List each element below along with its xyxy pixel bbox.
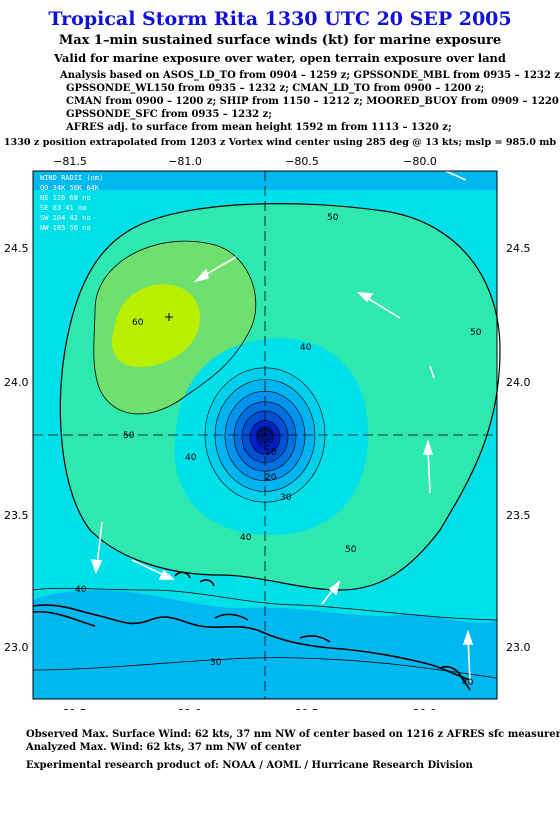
map-subtitle-validity: Valid for marine exposure over water, op… — [54, 51, 506, 65]
legend-row: NW 105 56 no — [40, 224, 91, 232]
wind-arrows — [90, 164, 474, 683]
coastline — [32, 571, 471, 691]
contour-label: 40 — [300, 343, 312, 353]
lat-lon-grid — [33, 171, 497, 699]
contour-label: 10 — [265, 448, 277, 458]
latitude-tick-label: 23.5 — [506, 509, 531, 522]
axis-ticks: −81.5 −81.5 −81.0 −81.0 −80.5 −80.5 −80.0 −80.0… — [4, 155, 531, 710]
credit-line: Experimental research product of: NOAA /… — [26, 760, 473, 771]
analysis-source-line-5: AFRES adj. to surface from mean height 1… — [66, 122, 452, 133]
map-title: Tropical Storm Rita 1330 UTC 20 SEP 2005 — [48, 8, 512, 30]
contour-label: 60 — [132, 318, 144, 328]
wind-contour-field — [33, 171, 497, 699]
longitude-tick-label: −81.5 — [53, 155, 87, 168]
latitude-tick-label: 24.5 — [506, 242, 531, 255]
analysis-source-line-1: Analysis based on ASOS_LD_TO from 0904 –… — [60, 70, 560, 81]
longitude-tick-label: −81.5 — [53, 707, 87, 710]
latitude-tick-label: 24.0 — [506, 376, 531, 389]
contour-label: 50 — [123, 431, 135, 441]
contour-label: 50 — [470, 328, 482, 338]
storm-center-marker — [256, 426, 274, 444]
longitude-tick-label: −81.0 — [168, 155, 202, 168]
latitude-tick-label: 23.0 — [506, 641, 531, 654]
longitude-tick-label: −80.5 — [285, 155, 319, 168]
contour-lines — [32, 203, 501, 679]
map-subtitle: Max 1–min sustained surface winds (kt) f… — [58, 33, 502, 48]
contour-label: 40 — [462, 678, 474, 688]
latitude-tick-label: 24.5 — [4, 242, 29, 255]
latitude-tick-label: 23.5 — [4, 509, 29, 522]
latitude-tick-label: 24.0 — [4, 376, 29, 389]
legend-header: QD 34K 50K 64K — [40, 184, 100, 192]
analysis-source-line-4: GPSSONDE_SFC from 0935 – 1232 z; — [66, 109, 272, 120]
legend-row: NE 126 68 no — [40, 194, 91, 202]
legend-title: WIND RADII (nm) — [40, 174, 103, 182]
analyzed-max-wind: Analyzed Max. Wind: 62 kts, 37 nm NW of … — [26, 742, 301, 753]
analysis-source-line-2: GPSSONDE_WL150 from 0935 – 1232 z; CMAN_… — [66, 83, 485, 94]
contour-label: 30 — [210, 658, 222, 668]
legend-row: SE 83 41 no — [40, 204, 86, 212]
center-position-note: 1330 z position extrapolated from 1203 z… — [3, 137, 557, 148]
contour-label: 50 — [327, 213, 339, 223]
plot-frame — [32, 170, 498, 700]
longitude-tick-label: −80.0 — [403, 707, 437, 710]
contour-label: 40 — [75, 585, 87, 595]
analyzed-max-wind-marker — [165, 313, 173, 321]
contour-label: 20 — [265, 473, 277, 483]
contour-label: 40 — [185, 453, 197, 463]
wind-radii-legend: WIND RADII (nm) QD 34K 50K 64K NE 126 68… — [40, 174, 103, 232]
contour-label: 30 — [280, 493, 292, 503]
analysis-source-line-3: CMAN from 0900 – 1200 z; SHIP from 1150 … — [66, 96, 560, 107]
latitude-tick-label: 23.0 — [4, 641, 29, 654]
longitude-tick-label: −80.5 — [285, 707, 319, 710]
contour-label: 50 — [345, 545, 357, 555]
longitude-tick-label: −80.0 — [403, 155, 437, 168]
observed-max-wind: Observed Max. Surface Wind: 62 kts, 37 n… — [26, 729, 560, 740]
wind-region-max — [111, 284, 200, 368]
legend-row: SW 104 42 no — [40, 214, 91, 222]
longitude-tick-label: −81.0 — [168, 707, 202, 710]
contour-label: 40 — [240, 533, 252, 543]
